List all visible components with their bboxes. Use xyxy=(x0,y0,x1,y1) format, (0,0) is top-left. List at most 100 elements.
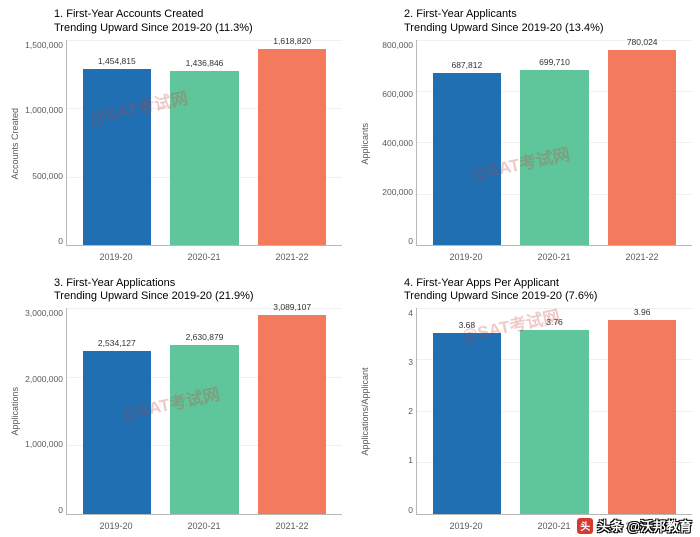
chart-body: Applications3,000,0002,000,0001,000,0000… xyxy=(8,308,342,515)
y-tick-label: 3 xyxy=(408,357,413,367)
bar xyxy=(170,345,238,514)
plot-area: 687,812699,710 780,024 xyxy=(416,40,692,247)
x-tick-label: 2020-21 xyxy=(510,252,598,262)
chart-title-line2: Trending Upward Since 2019-20 (7.6%) xyxy=(404,290,692,304)
bar xyxy=(83,69,151,245)
y-tick-label: 2 xyxy=(408,406,413,416)
bar-value-label: 3.76 xyxy=(511,317,599,327)
y-tick-label: 1 xyxy=(408,455,413,465)
bar-value-label: 780,024 xyxy=(598,37,686,47)
x-tick-label: 2020-21 xyxy=(160,252,248,262)
bar-value-label: 699,710 xyxy=(511,57,599,67)
chart-grid: 1. First-Year Accounts CreatedTrending U… xyxy=(0,0,700,537)
bar xyxy=(608,320,676,514)
chart-panel-2: 2. First-Year ApplicantsTrending Upward … xyxy=(350,0,700,269)
y-tick-label: 2,000,000 xyxy=(25,374,63,384)
y-axis-ticks: 1,500,000 1,000,000 500,000 0 xyxy=(22,40,66,247)
bar-slot: 1,436,846 xyxy=(161,40,249,246)
x-axis-ticks: 2019-202020-212021-22 xyxy=(66,252,342,262)
y-tick-label: 1,500,000 xyxy=(25,40,63,50)
y-axis-ticks: 43210 xyxy=(372,308,416,515)
bar-slot: 1,454,815 xyxy=(73,40,161,246)
y-tick-label: 800,000 xyxy=(382,40,413,50)
y-axis-label: Applications/Applicant xyxy=(358,308,372,515)
x-axis-ticks: 2019-202020-212021-22 xyxy=(66,521,342,531)
chart-title-line1: 4. First-Year Apps Per Applicant xyxy=(404,277,692,291)
bar xyxy=(520,330,588,514)
bar-value-label: 3.68 xyxy=(423,320,511,330)
bar xyxy=(170,71,238,245)
bars-container: 3.683.763.96 xyxy=(417,308,692,514)
x-tick-label: 2021-22 xyxy=(248,521,336,531)
chart-title: 3. First-Year ApplicationsTrending Upwar… xyxy=(54,277,342,305)
footer-badge: 头 xyxy=(577,518,593,534)
y-axis-label: Applicants xyxy=(358,40,372,247)
bar xyxy=(258,49,326,245)
x-tick-label: 2019-20 xyxy=(72,521,160,531)
y-tick-label: 1,000,000 xyxy=(25,105,63,115)
bar-slot: 3,089,107 xyxy=(248,308,336,514)
x-tick-label: 2019-20 xyxy=(72,252,160,262)
x-axis-ticks: 2019-202020-212021-22 xyxy=(416,252,692,262)
bar-slot: 780,024 xyxy=(598,40,686,246)
bar-slot: 3.76 xyxy=(511,308,599,514)
bar-value-label: 1,618,820 xyxy=(248,36,336,46)
bar-value-label: 2,630,879 xyxy=(161,332,249,342)
chart-title: 4. First-Year Apps Per ApplicantTrending… xyxy=(404,277,692,305)
y-tick-label: 0 xyxy=(58,505,63,515)
x-tick-label: 2019-20 xyxy=(422,521,510,531)
plot-area: 2,534,1272,630,8793,089,107 xyxy=(66,308,342,515)
chart-title-line1: 1. First-Year Accounts Created xyxy=(54,8,342,22)
chart-panel-3: 3. First-Year ApplicationsTrending Upwar… xyxy=(0,269,350,537)
bar-slot: 3.68 xyxy=(423,308,511,514)
bar-slot: 699,710 xyxy=(511,40,599,246)
footer-prefix: 头条 xyxy=(597,516,623,535)
footer-watermark: 头 头条 @沃邦教育 xyxy=(577,516,692,535)
chart-body: Applications/Applicant432103.683.763.96 xyxy=(358,308,692,515)
x-tick-label: 2019-20 xyxy=(422,252,510,262)
y-axis-ticks: 800,000600,000400,000200,0000 xyxy=(372,40,416,247)
bar xyxy=(608,50,676,245)
bar-value-label: 2,534,127 xyxy=(73,338,161,348)
bars-container: 2,534,1272,630,8793,089,107 xyxy=(67,308,342,514)
x-tick-label: 2021-22 xyxy=(248,252,336,262)
chart-title-line1: 2. First-Year Applicants xyxy=(404,8,692,22)
bar-slot: 3.96 xyxy=(598,308,686,514)
bar-slot: 2,534,127 xyxy=(73,308,161,514)
bar-slot: 687,812 xyxy=(423,40,511,246)
chart-panel-4: 4. First-Year Apps Per ApplicantTrending… xyxy=(350,269,700,537)
footer-text: @沃邦教育 xyxy=(627,516,692,535)
chart-title-line2: Trending Upward Since 2019-20 (13.4%) xyxy=(404,22,692,36)
bar xyxy=(520,70,588,245)
y-tick-label: 200,000 xyxy=(382,187,413,197)
bar-value-label: 1,436,846 xyxy=(161,58,249,68)
y-tick-label: 1,000,000 xyxy=(25,439,63,449)
bar xyxy=(433,333,501,513)
chart-body: Accounts Created1,500,000 1,000,000 500,00… xyxy=(8,40,342,247)
chart-title-line2: Trending Upward Since 2019-20 (11.3%) xyxy=(54,22,342,36)
y-tick-label: 400,000 xyxy=(382,138,413,148)
chart-body: Applicants800,000600,000400,000200,00006… xyxy=(358,40,692,247)
y-tick-label: 600,000 xyxy=(382,89,413,99)
chart-title-line1: 3. First-Year Applications xyxy=(54,277,342,291)
bars-container: 1,454,8151,436,8461,618,820 xyxy=(67,40,342,246)
bar-slot: 1,618,820 xyxy=(248,40,336,246)
bar-slot: 2,630,879 xyxy=(161,308,249,514)
y-axis-ticks: 3,000,000 2,000,000 1,000,000 0 xyxy=(22,308,66,515)
bars-container: 687,812699,710 780,024 xyxy=(417,40,692,246)
y-tick-label: 0 xyxy=(58,236,63,246)
plot-area: 1,454,8151,436,8461,618,820 xyxy=(66,40,342,247)
chart-title: 1. First-Year Accounts CreatedTrending U… xyxy=(54,8,342,36)
bar-value-label: 3.96 xyxy=(598,307,686,317)
x-tick-label: 2021-22 xyxy=(598,252,686,262)
y-axis-label: Accounts Created xyxy=(8,40,22,247)
y-tick-label: 4 xyxy=(408,308,413,318)
bar xyxy=(83,351,151,514)
y-tick-label: 3,000,000 xyxy=(25,308,63,318)
plot-area: 3.683.763.96 xyxy=(416,308,692,515)
y-tick-label: 500,000 xyxy=(32,171,63,181)
chart-title: 2. First-Year ApplicantsTrending Upward … xyxy=(404,8,692,36)
bar-value-label: 1,454,815 xyxy=(73,56,161,66)
bar-value-label: 3,089,107 xyxy=(248,302,336,312)
bar-value-label: 687,812 xyxy=(423,60,511,70)
